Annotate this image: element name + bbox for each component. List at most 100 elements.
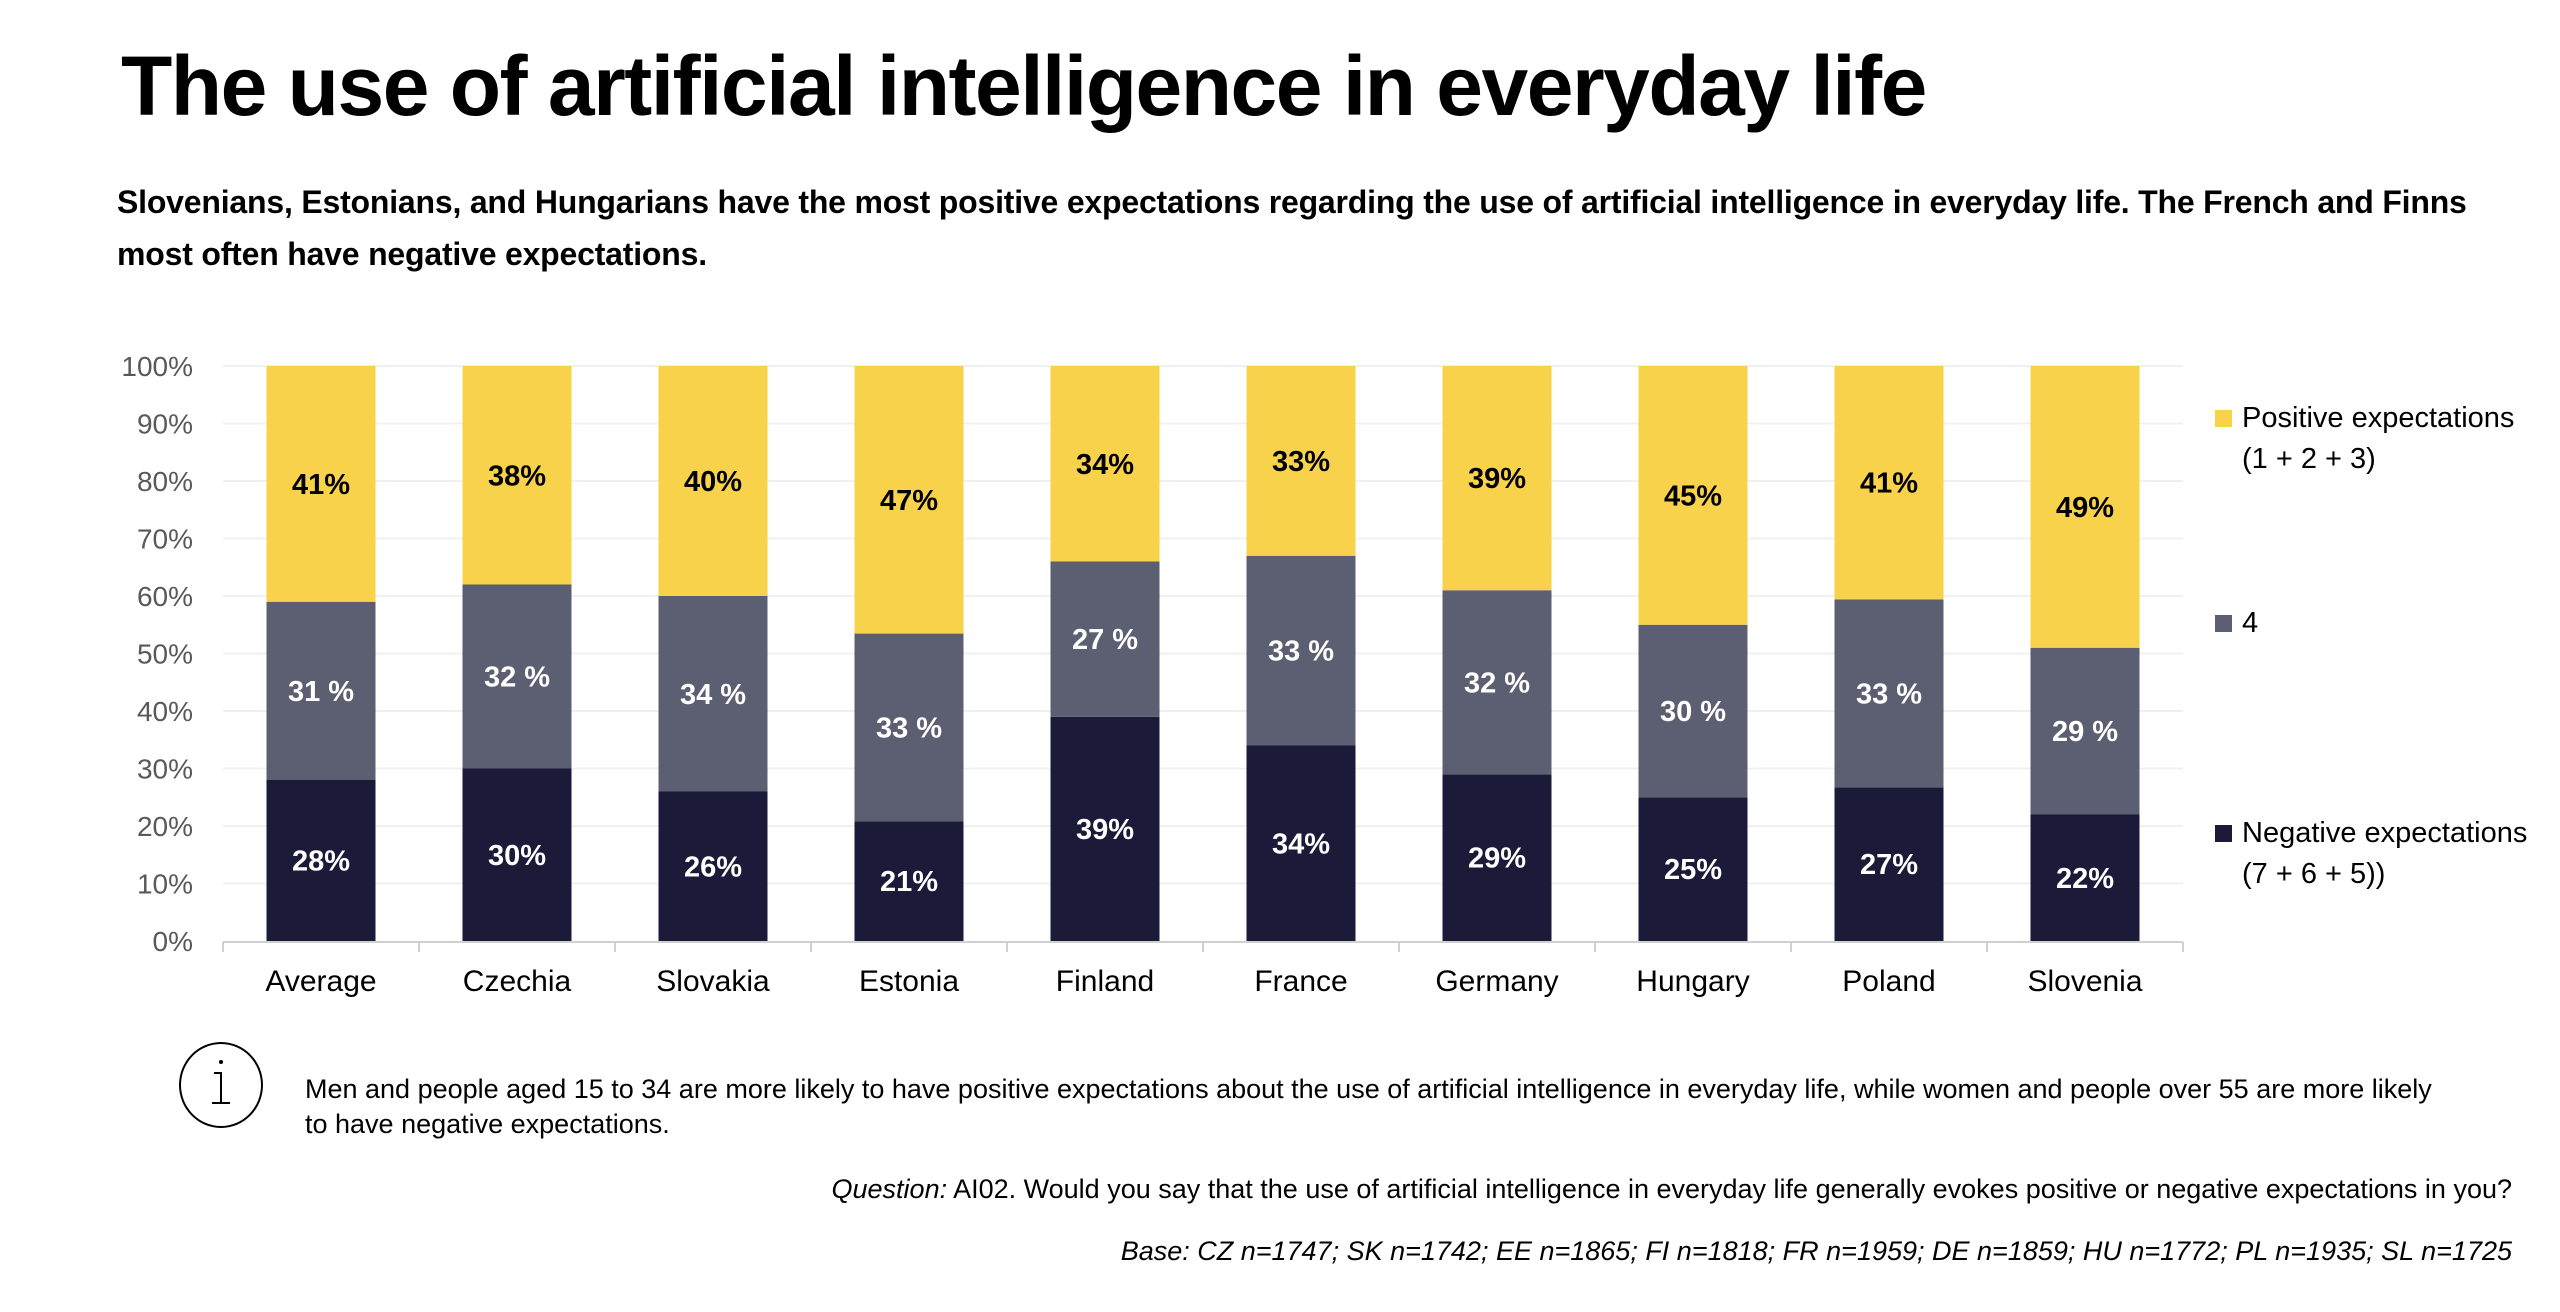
bar-segment	[1442, 774, 1552, 941]
x-tick-label: France	[1254, 965, 1347, 998]
legend-item-negative: Negative expectations (7 + 6 + 5))	[2215, 813, 2532, 895]
bar-segment	[658, 791, 768, 941]
bar-group-slovakia: 26% 34 % 40%	[658, 366, 768, 941]
stacked-bar-chart: 0% 10% 20% 30% 40% 50% 60% 70% 80% 90% 100% 28% 31 …	[121, 351, 2184, 998]
bar-group-average: 28% 31 % 41%	[266, 366, 376, 941]
legend-item-positive: Positive expectations (1 + 2 + 3)	[2215, 398, 2532, 480]
legend-label-positive: Positive expectations (1 + 2 + 3)	[2242, 402, 2515, 475]
base-note: Base: CZ n=1747; SK n=1742; EE n=1865; F…	[1120, 1236, 2512, 1266]
x-tick-label: Average	[265, 965, 376, 998]
y-tick-label: 10%	[137, 869, 193, 900]
data-label: 26%	[684, 851, 742, 883]
data-label: 41%	[1860, 468, 1918, 500]
bar-group-slovenia: 22% 29 % 49%	[2030, 366, 2140, 941]
data-label: 29 %	[2052, 716, 2118, 748]
bar-segment	[2030, 814, 2140, 941]
y-tick-label: 90%	[137, 409, 193, 440]
bar-segment	[1442, 366, 1552, 591]
bar-group-estonia: 21% 33 % 47%	[854, 366, 964, 941]
data-label: 27 %	[1072, 624, 1138, 656]
page-title: The use of artificial intelligence in ev…	[121, 39, 1927, 133]
bar-segment	[1834, 599, 1944, 788]
x-tick-label: Slovakia	[656, 965, 770, 998]
bar-segment	[854, 366, 964, 634]
bar-group-poland: 27% 33 % 41%	[1834, 366, 1944, 941]
y-axis: 0% 10% 20% 30% 40% 50% 60% 70% 80% 90% 100%	[121, 351, 193, 957]
data-label: 32 %	[484, 662, 550, 694]
data-label: 22%	[2056, 863, 2114, 895]
bar-segment	[1050, 561, 1160, 717]
data-label: 47%	[880, 485, 938, 517]
x-tick-label: Poland	[1842, 965, 1935, 998]
y-tick-label: 100%	[121, 351, 193, 382]
data-label: 27%	[1860, 849, 1918, 881]
bar-segment	[1246, 366, 1356, 556]
bar-segment	[1246, 745, 1356, 941]
bar-segment	[1834, 366, 1944, 600]
data-label: 25%	[1664, 854, 1722, 886]
data-label: 28%	[292, 846, 350, 878]
bar-segment	[1638, 797, 1748, 941]
x-tick-label: Germany	[1435, 965, 1558, 998]
data-label: 41%	[292, 469, 350, 501]
bar-segment	[2030, 366, 2140, 648]
bar-segment	[1442, 590, 1552, 775]
bar-segment	[2030, 647, 2140, 815]
question-text: AI02. Would you say that the use of arti…	[947, 1174, 2512, 1204]
x-tick-label: Czechia	[463, 965, 572, 998]
y-tick-label: 70%	[137, 524, 193, 555]
info-icon	[179, 1042, 263, 1128]
data-label: 34%	[1272, 828, 1330, 860]
bar-group-czechia: 30% 32 % 38%	[462, 366, 572, 941]
info-note: Men and people aged 15 to 34 are more li…	[305, 1074, 2432, 1139]
data-label: 34 %	[680, 679, 746, 711]
data-label: 39%	[1076, 814, 1134, 846]
bar-segment	[462, 584, 572, 769]
bars: 28% 31 % 41% 30% 32 % 38% 26% 34 % 40% 21% 33 % 47%…	[266, 366, 2140, 941]
bar-segment	[462, 768, 572, 941]
bar-segment	[1834, 787, 1944, 941]
data-label: 21%	[880, 866, 938, 898]
legend-swatch-neutral	[2215, 615, 2232, 632]
data-label: 39%	[1468, 463, 1526, 495]
bar-group-hungary: 25% 30 % 45%	[1638, 366, 1748, 941]
question-note: Question: AI02. Would you say that the u…	[832, 1174, 2512, 1205]
x-tick-label: Slovenia	[2027, 965, 2142, 998]
legend-item-neutral: 4	[2215, 603, 2532, 644]
data-label: 45%	[1664, 480, 1722, 512]
y-tick-label: 80%	[137, 466, 193, 497]
data-label: 34%	[1076, 449, 1134, 481]
data-label: 33 %	[1268, 636, 1334, 668]
x-axis: Average Czechia Slovakia Estonia Finland Fran…	[222, 941, 2184, 998]
y-tick-label: 40%	[137, 696, 193, 727]
y-tick-label: 30%	[137, 754, 193, 785]
data-label: 32 %	[1464, 667, 1530, 699]
data-label: 31 %	[288, 676, 354, 708]
y-tick-label: 0%	[153, 926, 193, 957]
bar-segment	[658, 366, 768, 596]
bar-segment	[266, 601, 376, 780]
bar-segment	[266, 780, 376, 941]
bar-group-france: 34% 33 % 33%	[1246, 366, 1356, 941]
data-label: 33 %	[876, 713, 942, 745]
legend-swatch-negative	[2215, 825, 2232, 842]
bar-segment	[1050, 716, 1160, 941]
data-label: 33%	[1272, 446, 1330, 478]
x-tick-label: Hungary	[1636, 965, 1749, 998]
legend-label-neutral: 4	[2242, 607, 2259, 639]
bar-segment	[854, 633, 964, 822]
page-subtitle: Slovenians, Estonians, and Hungarians ha…	[117, 184, 2467, 272]
y-tick-label: 50%	[137, 639, 193, 670]
data-label: 33 %	[1856, 678, 1922, 710]
data-label: 40%	[684, 466, 742, 498]
data-label: 49%	[2056, 492, 2114, 524]
bar-segment	[462, 366, 572, 585]
data-label: 30 %	[1660, 696, 1726, 728]
legend-label-negative: Negative expectations (7 + 6 + 5))	[2242, 817, 2528, 890]
bar-segment	[1638, 624, 1748, 798]
legend-swatch-positive	[2215, 410, 2232, 427]
bar-segment	[1638, 366, 1748, 625]
data-label: 30%	[488, 840, 546, 872]
bar-segment	[266, 366, 376, 602]
bar-segment	[658, 596, 768, 792]
